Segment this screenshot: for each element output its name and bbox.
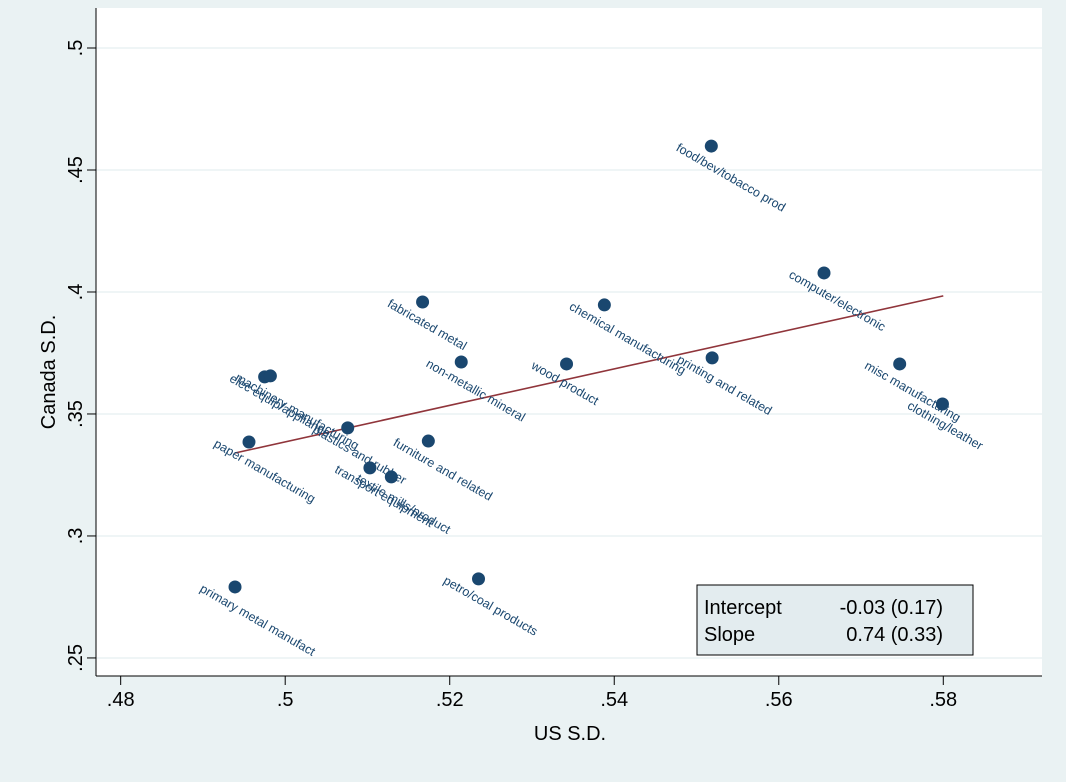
point [421,434,435,448]
y-tick-label: .25 [65,644,87,672]
stats-label: Intercept [704,597,782,619]
point [560,357,574,371]
point [416,295,430,309]
plot-area [96,8,1042,676]
point [384,470,398,484]
point [704,139,718,153]
y-tick-label: .4 [65,284,87,301]
x-tick-label: .48 [107,689,135,711]
point [228,580,242,594]
stats-value: -0.03 (0.17) [840,597,943,619]
point [454,355,468,369]
point [263,369,277,383]
point [597,298,611,312]
x-tick-label: .52 [436,689,464,711]
stats-label: Slope [704,624,755,646]
point [817,266,831,280]
point [893,357,907,371]
x-tick-label: .56 [765,689,793,711]
point [472,572,486,586]
stats-box [696,584,974,656]
point [363,461,377,475]
point [705,351,719,365]
y-tick-label: .3 [65,528,87,545]
stats-value: 0.74 (0.33) [846,624,943,646]
x-tick-label: .54 [600,689,628,711]
x-tick-label: .58 [929,689,957,711]
x-axis-title: US S.D. [534,723,606,745]
point [935,397,949,411]
y-axis-title: Canada S.D. [38,315,60,430]
y-tick-label: .35 [65,400,87,428]
x-tick-label: .5 [277,689,294,711]
y-tick-label: .45 [65,156,87,184]
point [242,435,256,449]
y-tick-label: .5 [65,40,87,57]
point [341,421,355,435]
